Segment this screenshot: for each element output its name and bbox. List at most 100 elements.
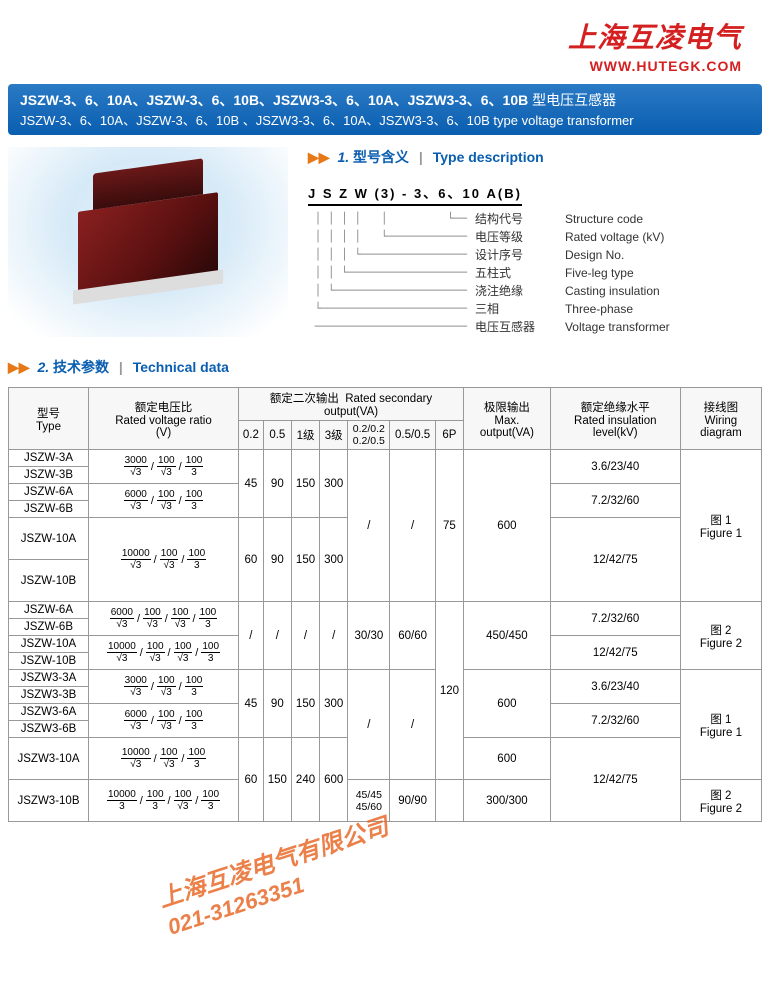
cell-ins: 7.2/32/60 bbox=[550, 602, 680, 636]
cell-ins: 12/42/75 bbox=[550, 636, 680, 670]
heading-arrows-icon: ▶▶ bbox=[308, 149, 330, 165]
cell-col6: 90/90 bbox=[390, 780, 435, 822]
cell-sec-05: 90 bbox=[263, 450, 291, 518]
cell-wiring: 图 2Figure 2 bbox=[680, 602, 761, 670]
cell-col6: 60/60 bbox=[390, 602, 435, 670]
section2-num: 2. bbox=[37, 359, 49, 375]
cell-type: JSZW-6A bbox=[9, 602, 89, 619]
tree-en-0: Structure code bbox=[565, 210, 643, 228]
section-type-description: ▶▶ 1. 型号含义 | Type description J S Z W (3… bbox=[8, 147, 762, 337]
cell-max: 300/300 bbox=[464, 780, 551, 822]
th-max-output: 极限输出Max. output(VA) bbox=[464, 388, 551, 450]
tree-cn-1: 电压等级 bbox=[475, 228, 547, 246]
section1-num: 1. bbox=[337, 149, 349, 165]
cell-type: JSZW-10A bbox=[9, 518, 89, 560]
th-ratio: 额定电压比 Rated voltage ratio (V) bbox=[89, 388, 239, 450]
cell-sec-05: 90 bbox=[263, 670, 291, 738]
section1-sep: | bbox=[419, 149, 423, 165]
cell-type: JSZW-6B bbox=[9, 619, 89, 636]
cell-col5: / bbox=[348, 450, 390, 602]
tree-cn-0: 结构代号 bbox=[475, 210, 547, 228]
watermark-line1: 上海互凌电气有限公司 bbox=[155, 811, 393, 915]
cell-sec-1: 240 bbox=[291, 738, 319, 822]
cell-col5: 30/30 bbox=[348, 602, 390, 670]
cell-ratio: 10000√3/100√3/1003 bbox=[89, 738, 239, 780]
cell-sec-02: 45 bbox=[239, 450, 264, 518]
tree-bracket-lines: │ │ │ │ │ └── │ │ │ │ └──────────── │ │ … bbox=[308, 210, 467, 336]
section1-en: Type description bbox=[433, 149, 544, 165]
cell-sec-02: 45 bbox=[239, 670, 264, 738]
tree-en-4: Casting insulation bbox=[565, 282, 660, 300]
th-type: 型号Type bbox=[9, 388, 89, 450]
tree-en-1: Rated voltage (kV) bbox=[565, 228, 664, 246]
th-col-05: 0.5 bbox=[263, 421, 291, 450]
cell-ratio: 3000√3/100√3/1003 bbox=[89, 450, 239, 484]
cell-max: 600 bbox=[464, 450, 551, 602]
type-description-block: ▶▶ 1. 型号含义 | Type description J S Z W (3… bbox=[308, 147, 762, 336]
title-bar: JSZW-3、6、10A、JSZW-3、6、10B、JSZW3-3、6、10A、… bbox=[8, 84, 762, 135]
section2-cn: 技术参数 bbox=[53, 359, 109, 375]
cell-ins: 12/42/75 bbox=[550, 738, 680, 822]
title-models-cn: JSZW-3、6、10A、JSZW-3、6、10B、JSZW3-3、6、10A、… bbox=[20, 90, 750, 110]
brand-logo-text: 上海互凌电气 bbox=[8, 16, 742, 56]
tree-en-3: Five-leg type bbox=[565, 264, 634, 282]
section-technical-data: ▶▶ 2. 技术参数 | Technical data 上海互凌电气有限公司 0… bbox=[8, 357, 762, 822]
cell-type: JSZW-10A bbox=[9, 636, 89, 653]
cell-ins: 7.2/32/60 bbox=[550, 704, 680, 738]
cell-ratio: 3000√3/100√3/1003 bbox=[89, 670, 239, 704]
cell-type: JSZW3-6A bbox=[9, 704, 89, 721]
brand-url: WWW.HUTEGK.COM bbox=[8, 58, 742, 74]
th-insulation: 额定绝缘水平Rated insulation level(kV) bbox=[550, 388, 680, 450]
cell-wiring: 图 1Figure 1 bbox=[680, 450, 761, 602]
cell-max: 450/450 bbox=[464, 602, 551, 670]
cell-sec-1: 150 bbox=[291, 670, 319, 738]
cell-type: JSZW-3B bbox=[9, 467, 89, 484]
tree-cn-5: 三相 bbox=[475, 300, 547, 318]
cell-sec-05: 150 bbox=[263, 738, 291, 822]
cell-sec-3: 300 bbox=[320, 670, 348, 738]
tree-en-2: Design No. bbox=[565, 246, 624, 264]
product-photo bbox=[8, 147, 288, 337]
tree-en-5: Three-phase bbox=[565, 300, 633, 318]
cell-type: JSZW-10B bbox=[9, 653, 89, 670]
section2-heading: ▶▶ 2. 技术参数 | Technical data bbox=[8, 357, 762, 377]
cell-ratio: 100003/1003/100√3/1003 bbox=[89, 780, 239, 822]
tree-en-6: Voltage transformer bbox=[565, 318, 670, 336]
heading-arrows-icon: ▶▶ bbox=[8, 359, 30, 375]
cell-type: JSZW-6B bbox=[9, 501, 89, 518]
cell-sec-1: 150 bbox=[291, 518, 319, 602]
th-col-0505: 0.5/0.5 bbox=[390, 421, 435, 450]
cell-sec-02: / bbox=[239, 602, 264, 670]
cell-ins: 3.6/23/40 bbox=[550, 450, 680, 484]
tree-cn-2: 设计序号 bbox=[475, 246, 547, 264]
watermark: 上海互凌电气有限公司 021-31263351 bbox=[155, 811, 402, 942]
cell-type: JSZW3-3B bbox=[9, 687, 89, 704]
cell-type: JSZW3-3A bbox=[9, 670, 89, 687]
cell-col5: 45/4545/60 bbox=[348, 780, 390, 822]
section2-sep: | bbox=[119, 359, 123, 375]
section1-cn: 型号含义 bbox=[353, 149, 409, 165]
cell-sec-1: / bbox=[291, 602, 319, 670]
cell-ratio: 6000√3/100√3/100√3/1003 bbox=[89, 602, 239, 636]
cell-ratio: 6000√3/100√3/1003 bbox=[89, 484, 239, 518]
th-col-3: 3级 bbox=[320, 421, 348, 450]
cell-6p: 75 bbox=[435, 450, 463, 602]
cell-sec-1: 150 bbox=[291, 450, 319, 518]
cell-6p bbox=[435, 780, 463, 822]
cell-max: 600 bbox=[464, 670, 551, 738]
cell-ratio: 10000√3/100√3/1003 bbox=[89, 518, 239, 602]
title-models-en: JSZW-3、6、10A、JSZW-3、6、10B 、JSZW3-3、6、10A… bbox=[20, 110, 750, 129]
tree-labels: 结构代号 Structure code 电压等级 Rated voltage (kV… bbox=[467, 210, 670, 336]
title-models-text: JSZW-3、6、10A、JSZW-3、6、10B、JSZW3-3、6、10A、… bbox=[20, 92, 528, 108]
tree-cn-3: 五柱式 bbox=[475, 264, 547, 282]
th-secondary-output: 额定二次输出 Rated secondary output(VA) bbox=[239, 388, 464, 421]
th-col-0202: 0.2/0.20.2/0.5 bbox=[348, 421, 390, 450]
technical-data-table: 型号Type 额定电压比 Rated voltage ratio (V) 额定二… bbox=[8, 387, 762, 822]
brand-header: 上海互凌电气 WWW.HUTEGK.COM bbox=[8, 16, 762, 74]
cell-sec-05: 90 bbox=[263, 518, 291, 602]
cell-sec-3: 600 bbox=[320, 738, 348, 822]
section2-en: Technical data bbox=[133, 359, 229, 375]
cell-ins: 12/42/75 bbox=[550, 518, 680, 602]
cell-wiring: 图 1Figure 1 bbox=[680, 670, 761, 780]
th-wiring: 接线图Wiring diagram bbox=[680, 388, 761, 450]
